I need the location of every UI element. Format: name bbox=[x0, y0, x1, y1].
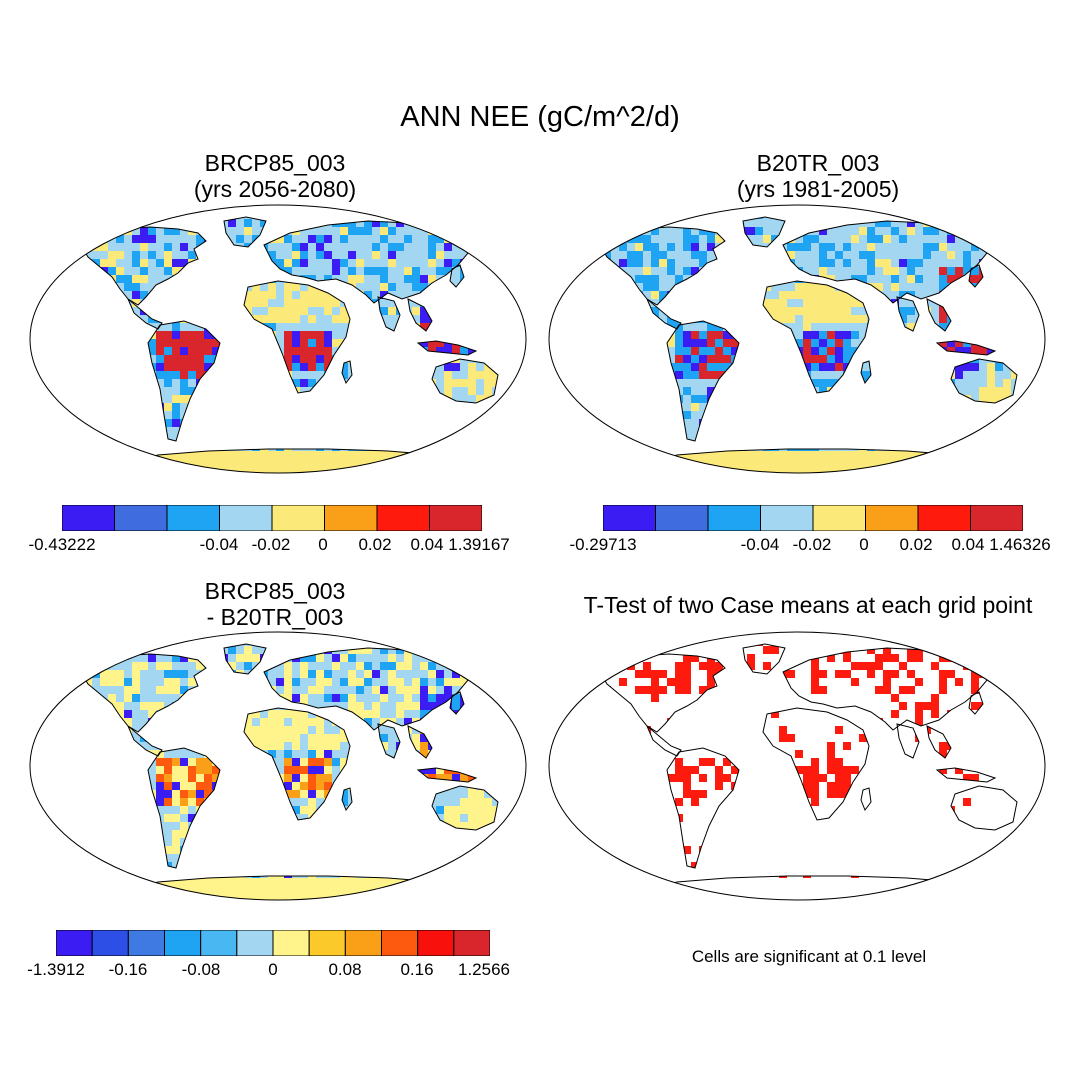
panel-title-bottom-left: BRCP85_003 - B20TR_003 bbox=[125, 578, 425, 630]
colorbar-top-right-swatch-3 bbox=[760, 505, 814, 531]
colorbar-bottom-left-swatch-1 bbox=[91, 930, 129, 956]
cb-tr-label-6: 1.46326 bbox=[989, 535, 1051, 554]
cb-tr-label-5: 0.04 bbox=[951, 535, 985, 554]
panel-title-bottom-left-line1: BRCP85_003 bbox=[204, 578, 346, 604]
colorbar-top-left-swatch-3 bbox=[219, 505, 273, 531]
colorbar-top-left-labels: -0.43222 -0.04 -0.02 0 0.02 0.04 1.39167 bbox=[28, 535, 509, 557]
cb-tr-label-4: 0.02 bbox=[899, 535, 933, 554]
colorbar-top-right-swatch-6 bbox=[917, 505, 971, 531]
colorbar-top-right-swatch-5 bbox=[865, 505, 919, 531]
colorbar-top-left-swatch-4 bbox=[271, 505, 325, 531]
cb-tl-label-6: 1.39167 bbox=[448, 535, 510, 554]
significance-note: Cells are significant at 0.1 level bbox=[691, 947, 927, 966]
colorbar-top-right-swatch-1 bbox=[655, 505, 709, 531]
colorbar-bottom-left-swatch-5 bbox=[236, 930, 274, 956]
colorbar-bottom-left bbox=[56, 930, 490, 956]
colorbar-bottom-left-swatch-11 bbox=[453, 930, 490, 956]
cb-tl-label-0: -0.43222 bbox=[28, 535, 96, 554]
cb-tr-label-1: -0.04 bbox=[740, 535, 780, 554]
colorbar-bottom-left-swatch-8 bbox=[344, 930, 382, 956]
colorbar-bottom-left-swatch-9 bbox=[381, 930, 419, 956]
panel-title-top-left-line2: (yrs 2056-2080) bbox=[193, 176, 357, 202]
panel-title-top-right: B20TR_003 (yrs 1981-2005) bbox=[668, 150, 968, 202]
colorbar-top-right-swatch-2 bbox=[707, 505, 761, 531]
colorbar-top-left-swatch-0 bbox=[62, 505, 115, 531]
colorbar-bottom-left-swatch-6 bbox=[272, 930, 310, 956]
cb-bl-label-6: 1.2566 bbox=[458, 960, 510, 979]
colorbar-bottom-left-labels: -1.3912 -0.16 -0.08 0 0.08 0.16 1.2566 bbox=[27, 960, 510, 982]
panel-title-bottom-right-line1: T-Test of two Case means at each grid po… bbox=[583, 592, 1033, 618]
panel-title-top-right-line1: B20TR_003 bbox=[756, 150, 880, 176]
colorbar-top-left bbox=[62, 505, 482, 531]
colorbar-bottom-left-swatch-2 bbox=[127, 930, 165, 956]
cb-bl-label-2: -0.08 bbox=[181, 960, 221, 979]
colorbar-top-left-swatch-7 bbox=[429, 505, 482, 531]
cb-tl-label-1: -0.04 bbox=[199, 535, 239, 554]
panel-title-bottom-right: T-Test of two Case means at each grid po… bbox=[548, 592, 1068, 618]
map-bottom-left bbox=[29, 631, 527, 901]
colorbar-top-left-swatch-6 bbox=[376, 505, 430, 531]
figure-title: ANN NEE (gC/m^2/d) bbox=[400, 101, 680, 133]
colorbar-top-right-swatch-7 bbox=[970, 505, 1023, 531]
colorbar-top-right bbox=[603, 505, 1023, 531]
colorbar-top-right-swatch-0 bbox=[603, 505, 656, 531]
colorbar-bottom-left-swatch-4 bbox=[200, 930, 238, 956]
colorbar-bottom-left-swatch-10 bbox=[417, 930, 455, 956]
map-top-right bbox=[548, 204, 1046, 474]
panel-title-bottom-left-line2: - B20TR_003 bbox=[206, 604, 344, 630]
colorbar-top-left-swatch-1 bbox=[114, 505, 168, 531]
panel-title-top-left: BRCP85_003 (yrs 2056-2080) bbox=[125, 150, 425, 202]
colorbar-bottom-left-swatch-7 bbox=[308, 930, 346, 956]
cb-tr-label-3: 0 bbox=[859, 535, 869, 554]
cb-tl-label-4: 0.02 bbox=[358, 535, 392, 554]
cb-bl-label-1: -0.16 bbox=[108, 960, 148, 979]
cb-bl-label-5: 0.16 bbox=[400, 960, 434, 979]
cb-tl-label-2: -0.02 bbox=[251, 535, 291, 554]
colorbar-top-left-swatch-2 bbox=[166, 505, 220, 531]
cb-tr-label-2: -0.02 bbox=[792, 535, 832, 554]
cb-bl-label-3: 0 bbox=[268, 960, 278, 979]
cb-bl-label-0: -1.3912 bbox=[27, 960, 85, 979]
colorbar-top-left-swatch-5 bbox=[324, 505, 378, 531]
colorbar-top-right-labels: -0.29713 -0.04 -0.02 0 0.02 0.04 1.46326 bbox=[569, 535, 1050, 557]
panel-title-top-left-line1: BRCP85_003 bbox=[204, 150, 346, 176]
panel-title-top-right-line2: (yrs 1981-2005) bbox=[736, 176, 900, 202]
colorbar-top-right-swatch-4 bbox=[812, 505, 866, 531]
map-bottom-right bbox=[548, 631, 1046, 901]
cb-bl-label-4: 0.08 bbox=[328, 960, 362, 979]
map-top-left bbox=[29, 204, 527, 474]
cb-tl-label-5: 0.04 bbox=[410, 535, 444, 554]
cb-tr-label-0: -0.29713 bbox=[569, 535, 637, 554]
colorbar-bottom-left-swatch-3 bbox=[164, 930, 202, 956]
colorbar-bottom-left-swatch-0 bbox=[56, 930, 93, 956]
cb-tl-label-3: 0 bbox=[318, 535, 328, 554]
